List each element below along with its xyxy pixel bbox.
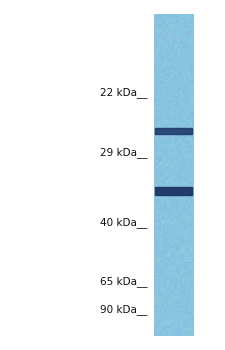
Bar	[155, 187, 192, 195]
Text: 40 kDa__: 40 kDa__	[100, 217, 147, 228]
Bar	[155, 128, 192, 134]
Text: 22 kDa__: 22 kDa__	[100, 87, 147, 98]
Text: 65 kDa__: 65 kDa__	[100, 276, 147, 287]
Text: 29 kDa__: 29 kDa__	[100, 147, 147, 158]
Text: 90 kDa__: 90 kDa__	[100, 304, 147, 315]
